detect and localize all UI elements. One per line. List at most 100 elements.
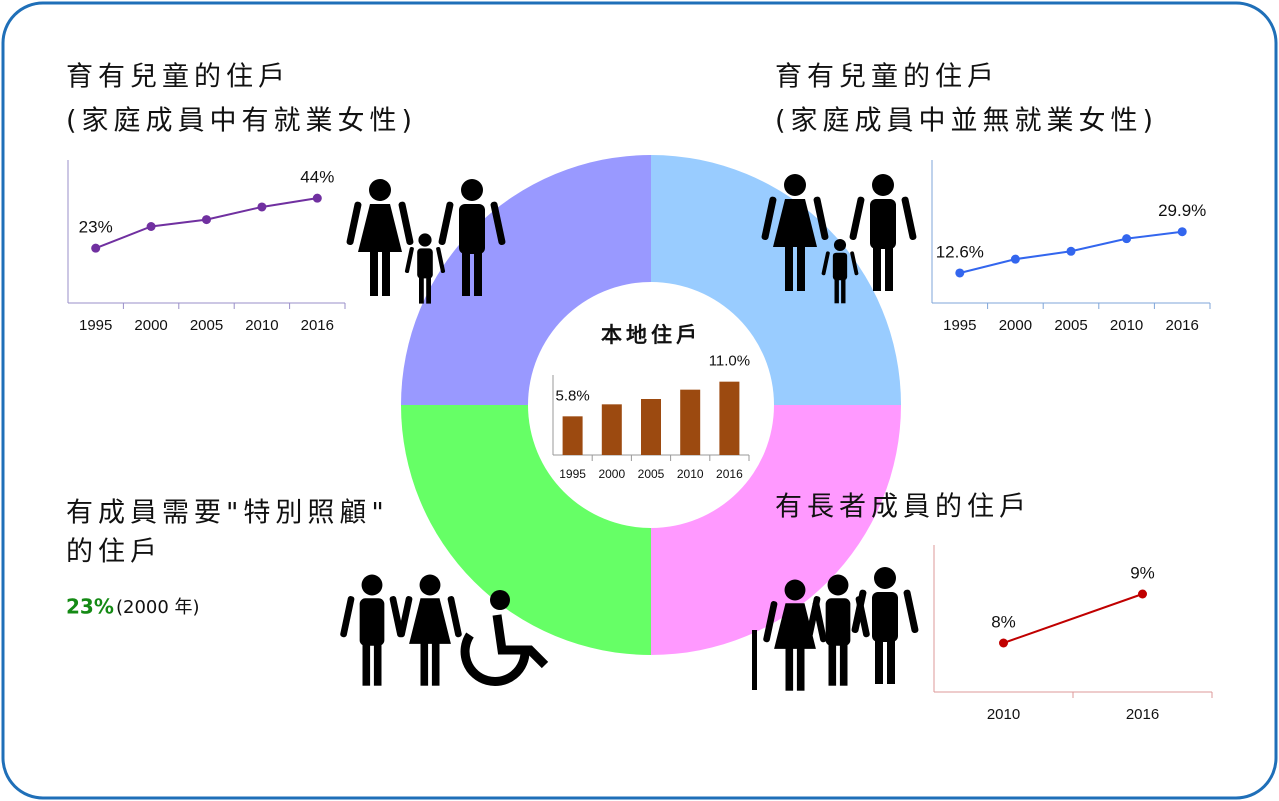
icon: [872, 592, 898, 642]
special-care-year: (2000 年): [116, 597, 200, 618]
icon: [872, 174, 894, 196]
point: [91, 243, 101, 253]
center-title: 本地住戶: [601, 323, 701, 347]
data-label: 9%: [1130, 563, 1155, 582]
x-tick-label: 2000: [999, 317, 1032, 334]
data-label: 11.0%: [709, 353, 750, 370]
icon: [382, 250, 390, 296]
icon: [447, 596, 462, 638]
icon: [346, 201, 362, 246]
icon: [419, 276, 424, 304]
x-tick-label: 1995: [79, 317, 112, 334]
icon: [417, 248, 433, 279]
icon: [361, 574, 383, 596]
icon: [752, 630, 757, 690]
icon: [359, 598, 385, 646]
data-label: 44%: [300, 168, 334, 187]
icon: [492, 614, 549, 669]
icon: [461, 179, 483, 201]
icon: [885, 245, 893, 291]
x-tick-label: 2016: [1126, 706, 1159, 723]
point: [1066, 246, 1076, 256]
x-tick-label: 2010: [1110, 317, 1143, 334]
icon: [841, 278, 846, 304]
icon: [362, 642, 371, 686]
icon: [850, 251, 859, 276]
icon: [438, 201, 454, 246]
icon: [903, 589, 919, 634]
x-tick-label: 1995: [559, 467, 586, 481]
icon: [761, 196, 777, 241]
icon: [832, 252, 848, 281]
panel-title: 育有兒童的住戶: [66, 62, 290, 93]
x-tick-label: 1995: [943, 317, 976, 334]
x-tick-label: 2010: [677, 467, 704, 481]
panel-title: 育有兒童的住戶: [775, 62, 999, 93]
icon: [825, 598, 851, 646]
icon: [398, 201, 414, 246]
icon: [901, 196, 917, 241]
point: [146, 221, 156, 231]
x-tick-label: 2010: [245, 317, 278, 334]
icon: [409, 598, 451, 644]
x-tick-label: 2010: [987, 706, 1020, 723]
x-tick-label: 2005: [190, 317, 223, 334]
point: [1138, 589, 1147, 599]
x-tick-label: 2016: [716, 467, 743, 481]
panel-title: (家庭成員中有就業女性): [66, 106, 417, 137]
icon: [474, 250, 482, 296]
icon: [887, 638, 895, 684]
data-label: 23%: [79, 218, 113, 237]
panel-title: 的住戶: [66, 537, 162, 568]
data-label: 12.6%: [936, 242, 984, 261]
icon: [821, 251, 830, 276]
data-label: 8%: [991, 612, 1016, 631]
icon: [833, 238, 847, 252]
icon: [875, 638, 883, 684]
bar: [641, 399, 661, 455]
icon: [763, 601, 778, 643]
point: [999, 638, 1008, 648]
icon: [873, 245, 881, 291]
icon: [851, 589, 867, 634]
x-tick-label: 2005: [638, 467, 665, 481]
icon: [796, 647, 805, 691]
point: [312, 193, 322, 203]
line: [1003, 593, 1143, 644]
data-label: 29.9%: [1158, 201, 1206, 220]
icon: [431, 642, 440, 686]
icon: [490, 201, 506, 246]
icon: [834, 278, 839, 304]
icon: [460, 632, 530, 686]
icon: [426, 276, 431, 304]
x-tick-label: 2016: [1166, 317, 1199, 334]
point: [202, 215, 211, 225]
icon: [870, 199, 896, 249]
icon: [398, 596, 413, 638]
panel-title: (家庭成員中並無就業女性): [775, 106, 1158, 137]
icon: [773, 199, 817, 247]
icon: [459, 204, 485, 254]
icon: [373, 642, 382, 686]
icon: [404, 246, 414, 274]
icon: [828, 642, 837, 686]
point: [1010, 254, 1020, 264]
bar: [601, 404, 622, 455]
x-tick-label: 2005: [1054, 317, 1087, 334]
bar: [562, 416, 583, 455]
icon: [340, 596, 355, 638]
panel-title: 有長者成員的住戶: [775, 492, 1031, 523]
point: [1122, 234, 1132, 244]
icon: [785, 647, 794, 691]
icon: [370, 250, 378, 296]
icon: [490, 590, 510, 610]
icon: [462, 250, 470, 296]
x-tick-label: 2000: [134, 317, 167, 334]
icon: [369, 179, 391, 201]
x-tick-label: 2000: [598, 467, 625, 481]
x-tick-label: 2016: [301, 317, 334, 334]
icon: [784, 579, 806, 601]
icon: [436, 246, 446, 274]
icon: [839, 642, 848, 686]
